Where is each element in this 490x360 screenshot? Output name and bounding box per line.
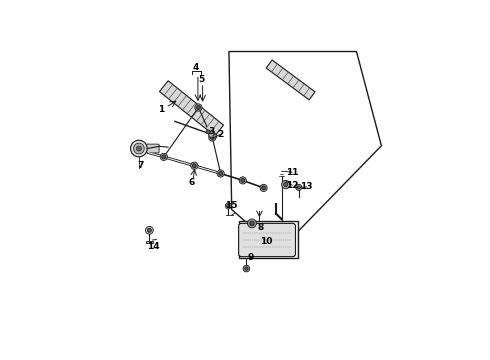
FancyBboxPatch shape	[239, 223, 295, 257]
Circle shape	[225, 203, 231, 209]
Circle shape	[217, 170, 224, 177]
Circle shape	[239, 177, 246, 184]
Circle shape	[296, 184, 302, 190]
Text: 8: 8	[258, 223, 264, 232]
FancyBboxPatch shape	[147, 144, 159, 153]
Text: 10: 10	[260, 237, 272, 246]
Text: 5: 5	[198, 75, 204, 84]
Bar	[239, 221, 298, 258]
Text: 2: 2	[218, 130, 224, 139]
Circle shape	[245, 267, 248, 270]
Text: 15: 15	[225, 201, 238, 210]
Circle shape	[193, 164, 196, 168]
Polygon shape	[266, 60, 315, 100]
Text: 13: 13	[300, 182, 313, 191]
Polygon shape	[159, 81, 223, 136]
Circle shape	[297, 186, 300, 189]
Circle shape	[133, 143, 144, 154]
Text: 1: 1	[158, 105, 164, 114]
Circle shape	[160, 153, 168, 161]
Circle shape	[284, 183, 288, 186]
Bar	[146, 240, 153, 243]
Circle shape	[209, 134, 216, 141]
Text: 7: 7	[137, 161, 144, 170]
Circle shape	[243, 265, 250, 272]
Circle shape	[250, 221, 254, 226]
Text: 3: 3	[209, 127, 215, 136]
Text: 4: 4	[193, 63, 199, 72]
Text: 9: 9	[248, 253, 254, 262]
Circle shape	[136, 146, 141, 151]
Text: 12: 12	[286, 181, 298, 190]
Circle shape	[206, 130, 210, 134]
Text: 11: 11	[286, 168, 298, 177]
Circle shape	[213, 134, 217, 138]
Circle shape	[196, 105, 200, 109]
Circle shape	[241, 179, 245, 183]
Circle shape	[227, 204, 230, 208]
Text: 14: 14	[147, 242, 160, 251]
Circle shape	[146, 226, 153, 234]
Circle shape	[219, 172, 222, 175]
Text: 6: 6	[188, 178, 195, 187]
Circle shape	[195, 104, 202, 111]
Circle shape	[262, 186, 266, 190]
Circle shape	[191, 162, 198, 169]
Circle shape	[282, 180, 290, 189]
Circle shape	[210, 135, 214, 139]
Circle shape	[130, 140, 147, 157]
Circle shape	[247, 219, 256, 228]
Circle shape	[260, 184, 267, 192]
Circle shape	[162, 155, 166, 159]
Circle shape	[147, 228, 151, 232]
Circle shape	[208, 131, 215, 138]
